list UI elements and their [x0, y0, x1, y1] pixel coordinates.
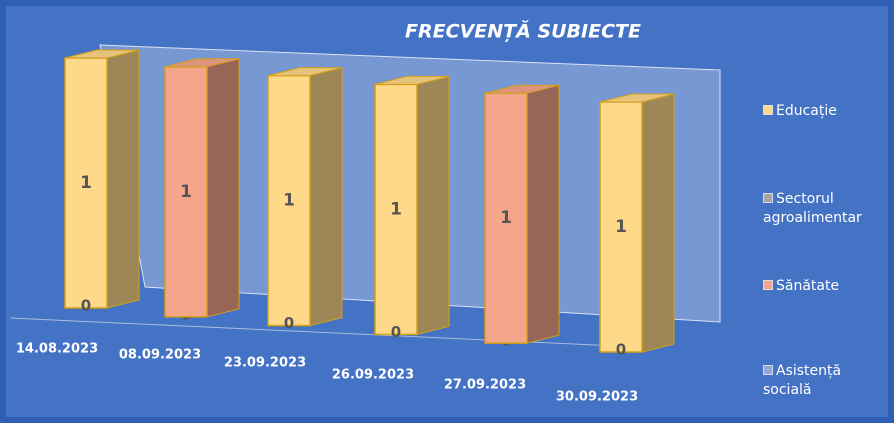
data-label: 1 [180, 182, 192, 202]
bar-front [267, 74, 311, 327]
data-label: 1 [615, 217, 627, 237]
bar-side [309, 66, 343, 327]
bar-side [106, 49, 140, 309]
legend-swatch [763, 365, 773, 375]
bar-front [484, 92, 528, 344]
x-tick-label: 23.09.2023 [224, 356, 306, 371]
legend-entry: Educație [763, 102, 888, 121]
legend-label: Asistență socială [763, 363, 842, 398]
bar-side [641, 93, 675, 353]
legend-swatch [763, 105, 773, 115]
legend-entry: Asistență socială [763, 362, 888, 400]
data-label: 0 [284, 314, 294, 332]
legend-entry: Sectorul agroalimentar [763, 190, 888, 228]
bar-side [206, 58, 240, 318]
legend-swatch [763, 193, 773, 203]
legend-label: Sectorul agroalimentar [763, 191, 862, 226]
data-label: 1 [283, 191, 295, 211]
x-tick-label: 08.09.2023 [119, 348, 201, 363]
x-tick-label: 26.09.2023 [332, 368, 414, 383]
bar-side [416, 75, 450, 336]
legend-label: Educație [776, 103, 837, 119]
data-label: 1 [500, 208, 512, 228]
legend-entry: Sănătate [763, 277, 888, 296]
bar-front [374, 83, 418, 336]
data-label: 1 [390, 199, 402, 219]
data-label: 0 [616, 341, 626, 359]
floor-edge [9, 317, 661, 349]
x-tick-label: 27.09.2023 [444, 378, 526, 393]
data-label: 0 [391, 323, 401, 341]
data-label: 0 [81, 297, 91, 315]
bar-side [526, 84, 560, 344]
chart-title: FRECVENȚĂ SUBIECTE [405, 19, 641, 43]
x-tick-label: 30.09.2023 [556, 390, 638, 405]
data-label: 1 [80, 173, 92, 193]
x-tick-label: 14.08.2023 [16, 342, 98, 357]
legend-label: Sănătate [776, 278, 840, 294]
legend-swatch [763, 280, 773, 290]
